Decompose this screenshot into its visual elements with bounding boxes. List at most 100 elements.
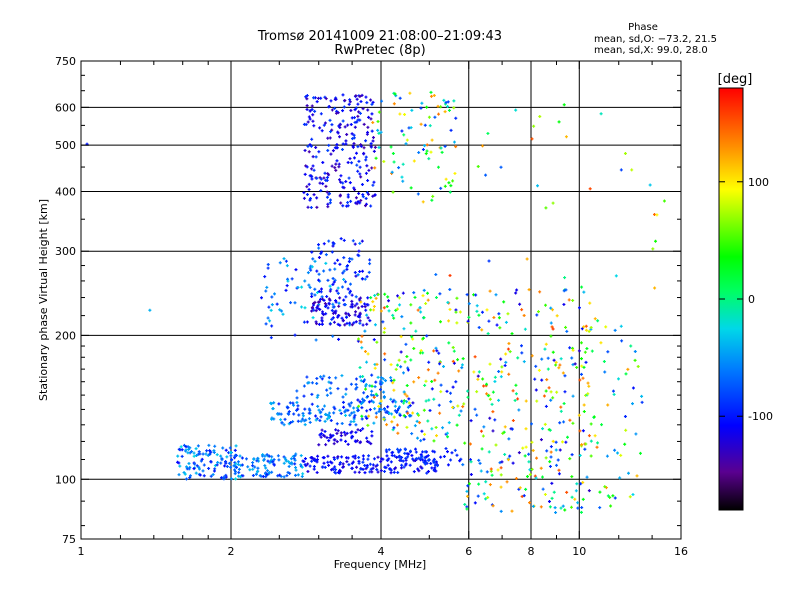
colorbar-tick-label: 100 [748,176,769,189]
data-point [289,421,293,425]
data-point [518,302,522,306]
data-point [399,458,403,462]
data-point [395,455,399,459]
data-point [382,395,386,399]
data-point [276,454,280,458]
data-point [571,298,575,302]
data-point [317,256,321,260]
data-point [544,206,548,210]
data-point [328,433,332,437]
data-point [423,144,427,148]
data-point [321,456,325,460]
data-point [554,440,558,444]
data-point [317,408,321,412]
data-point [551,350,555,354]
data-point [406,366,410,370]
data-point [316,393,320,397]
data-point [423,459,427,463]
data-point [536,310,540,314]
data-point [404,342,408,346]
data-point [343,280,347,284]
data-point [465,494,469,498]
data-point [283,417,287,421]
data-point [268,319,272,323]
data-point [366,303,370,307]
data-point [364,158,368,162]
data-point [397,455,401,459]
data-point [351,144,355,148]
data-point [294,468,298,472]
data-point [438,362,442,366]
data-point [341,465,345,469]
data-point [554,360,558,364]
data-point [372,308,376,312]
data-point [260,296,264,300]
data-point [335,431,339,435]
data-point [291,454,295,458]
data-point [293,301,297,305]
data-point [551,327,555,331]
data-point [333,97,337,101]
data-point [323,302,327,306]
data-point [371,194,375,198]
data-point [448,307,452,311]
data-point [536,184,540,188]
data-point [370,129,374,133]
data-point [340,421,344,425]
data-point [348,423,352,427]
data-point [362,151,366,155]
data-point [531,504,535,508]
data-point [354,151,358,155]
data-point [359,143,363,147]
data-point [516,356,520,360]
grid-lines [81,61,681,539]
data-point [616,451,620,455]
data-point [606,403,610,407]
data-point [376,455,380,459]
data-point [331,334,335,338]
data-point [340,455,344,459]
data-point [394,367,398,371]
data-point [496,468,500,472]
data-point [197,465,201,469]
data-point [444,100,448,104]
data-point [534,364,538,368]
data-point [359,198,363,202]
data-point [340,147,344,151]
data-point [499,473,503,477]
data-point [195,464,199,468]
data-point [582,403,586,407]
data-point [361,375,365,379]
data-point [369,467,373,471]
data-point [270,417,274,421]
data-point [371,466,375,470]
data-point [481,144,485,148]
data-point [474,293,478,297]
data-point [389,468,393,472]
data-point [587,384,591,388]
data-point [329,152,333,156]
data-point [548,505,552,509]
data-point [216,460,220,464]
data-point [438,292,442,296]
data-point [537,368,541,372]
data-point [405,384,409,388]
data-point [436,165,440,169]
data-point [303,306,307,310]
data-point [285,284,289,288]
data-point [328,201,332,205]
data-point [411,457,415,461]
data-point [356,273,360,277]
data-point [425,149,429,153]
data-point [310,167,314,171]
data-point [544,404,548,408]
data-point [562,420,566,424]
data-point [555,390,559,394]
data-point [535,313,539,317]
data-point [321,160,325,164]
data-point [430,466,434,470]
data-point [543,347,547,351]
